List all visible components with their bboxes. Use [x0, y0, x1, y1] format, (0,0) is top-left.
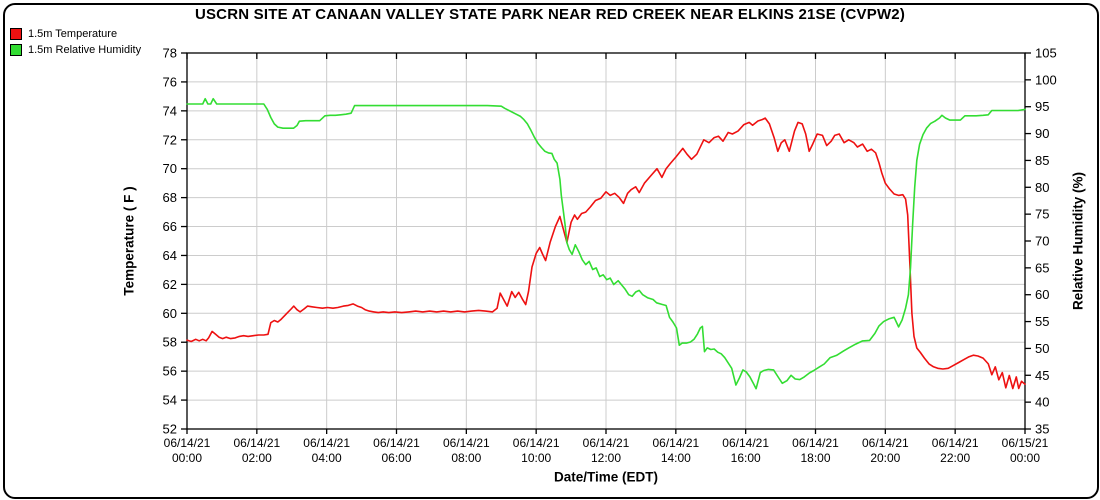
y-axis-label-left: Temperature ( F )	[121, 186, 137, 296]
y-right-tick-label: 90	[1035, 126, 1049, 141]
y-left-tick-label: 62	[163, 277, 177, 292]
x-tick-label-date: 06/14/21	[722, 436, 769, 450]
x-tick-label-time: 22:00	[940, 451, 970, 465]
x-axis-label: Date/Time (EDT)	[553, 469, 659, 485]
y-right-tick-label: 75	[1035, 207, 1049, 222]
x-tick-label-time: 00:00	[172, 451, 202, 465]
x-tick-label-time: 08:00	[451, 451, 481, 465]
x-tick-label-date: 06/14/21	[862, 436, 909, 450]
y-right-tick-label: 105	[1035, 46, 1057, 61]
x-tick-label-time: 06:00	[381, 451, 411, 465]
humidity-swatch-icon	[10, 44, 22, 56]
x-tick-label-time: 20:00	[870, 451, 900, 465]
y-right-tick-label: 70	[1035, 234, 1049, 249]
temperature-swatch-icon	[10, 28, 22, 40]
chart-title: USCRN SITE AT CANAAN VALLEY STATE PARK N…	[194, 6, 906, 23]
x-tick-label-date: 06/14/21	[583, 436, 630, 450]
y-left-tick-label: 70	[163, 161, 177, 176]
y-right-tick-label: 80	[1035, 180, 1049, 195]
x-tick-label-time: 12:00	[591, 451, 621, 465]
x-tick-label-date: 06/14/21	[513, 436, 560, 450]
y-left-tick-label: 64	[163, 248, 177, 263]
y-right-tick-label: 95	[1035, 99, 1049, 114]
y-right-tick-label: 60	[1035, 287, 1049, 302]
x-tick-label-date: 06/14/21	[373, 436, 420, 450]
series-line-humidity	[186, 97, 1026, 390]
y-left-tick-label: 52	[163, 422, 177, 437]
x-tick-label-date: 06/14/21	[792, 436, 839, 450]
x-tick-label-time: 16:00	[731, 451, 761, 465]
x-tick-label-date: 06/14/21	[233, 436, 280, 450]
x-tick-label-time: 04:00	[312, 451, 342, 465]
x-tick-label-date: 06/14/21	[303, 436, 350, 450]
x-tick-label-date: 06/14/21	[652, 436, 699, 450]
y-left-tick-label: 58	[163, 335, 177, 350]
y-right-tick-label: 55	[1035, 314, 1049, 329]
x-tick-label-date: 06/14/21	[164, 436, 211, 450]
y-right-tick-label: 85	[1035, 153, 1049, 168]
y-right-tick-label: 45	[1035, 368, 1049, 383]
series-line-temperature	[186, 117, 1026, 390]
x-tick-label-date: 06/15/21	[1002, 436, 1049, 450]
y-left-tick-label: 60	[163, 306, 177, 321]
legend-label-temperature: 1.5m Temperature	[28, 28, 118, 40]
y-left-tick-label: 74	[163, 103, 177, 118]
x-tick-label-time: 02:00	[242, 451, 272, 465]
y-left-tick-label: 54	[163, 393, 177, 408]
chart-outer-border	[3, 3, 1099, 499]
x-tick-label-date: 06/14/21	[443, 436, 490, 450]
x-tick-label-date: 06/14/21	[932, 436, 979, 450]
y-left-tick-label: 68	[163, 190, 177, 205]
legend-item-temperature: 1.5m Temperature	[10, 26, 141, 42]
y-right-tick-label: 100	[1035, 72, 1057, 87]
legend-label-humidity: 1.5m Relative Humidity	[28, 44, 142, 56]
legend-item-humidity: 1.5m Relative Humidity	[10, 42, 141, 58]
y-right-tick-label: 65	[1035, 260, 1049, 275]
y-right-tick-label: 35	[1035, 422, 1049, 437]
x-tick-label-time: 10:00	[521, 451, 551, 465]
y-right-tick-label: 50	[1035, 341, 1049, 356]
x-tick-label-time: 14:00	[661, 451, 691, 465]
y-left-tick-label: 78	[163, 46, 177, 61]
y-left-tick-label: 72	[163, 132, 177, 147]
y-left-tick-label: 56	[163, 364, 177, 379]
y-left-tick-label: 66	[163, 219, 177, 234]
y-axis-label-right: Relative Humidity (%)	[1070, 171, 1086, 311]
x-tick-label-time: 00:00	[1010, 451, 1040, 465]
y-left-tick-label: 76	[163, 74, 177, 89]
x-tick-label-time: 18:00	[800, 451, 830, 465]
legend: 1.5m Temperature 1.5m Relative Humidity	[10, 26, 141, 58]
y-right-tick-label: 40	[1035, 395, 1049, 410]
